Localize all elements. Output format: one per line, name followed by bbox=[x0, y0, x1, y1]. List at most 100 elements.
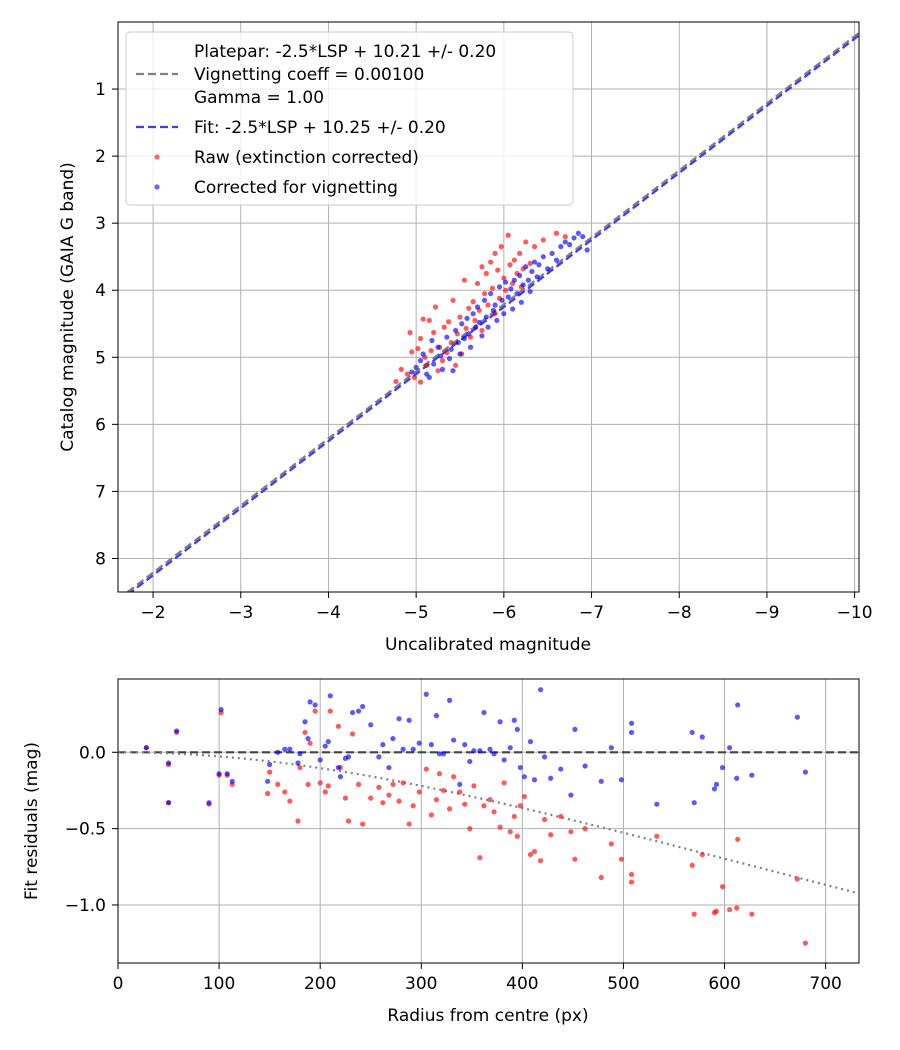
t-corrected-point bbox=[511, 277, 517, 283]
b-corrected-point bbox=[802, 769, 809, 775]
b-raw-point bbox=[312, 708, 318, 714]
t-raw-point bbox=[393, 378, 399, 385]
b-corrected-point bbox=[376, 754, 382, 760]
t-corrected-point bbox=[467, 344, 474, 350]
t-corrected-point bbox=[517, 272, 523, 279]
b-raw-point bbox=[497, 824, 503, 830]
t-corrected-point bbox=[575, 230, 581, 236]
b-corrected-point bbox=[174, 728, 180, 734]
t-x-tick-label: −6 bbox=[491, 603, 516, 623]
t-corrected-point bbox=[505, 294, 511, 300]
b-raw-point bbox=[416, 789, 422, 795]
t-corrected-point bbox=[496, 284, 503, 290]
b-raw-point bbox=[345, 818, 352, 824]
b-raw-point bbox=[282, 789, 288, 795]
t-raw-point bbox=[439, 358, 446, 364]
b-raw-point bbox=[689, 862, 695, 868]
b-raw-point bbox=[355, 781, 362, 787]
b-corrected-point bbox=[423, 691, 429, 697]
t-raw-point bbox=[489, 285, 496, 291]
b-corrected-point bbox=[451, 737, 457, 743]
top-y-ticks: 1 2 3 4 5 6 7 8 bbox=[95, 80, 118, 569]
top-x-axis-label: Uncalibrated magnitude bbox=[385, 635, 591, 655]
t-raw-point bbox=[501, 275, 507, 281]
t-raw-point bbox=[448, 339, 454, 346]
t-y-tick-label: 4 bbox=[95, 281, 106, 301]
b-corrected-point bbox=[386, 764, 392, 771]
b-corrected-point bbox=[396, 716, 402, 722]
b-raw-point bbox=[598, 874, 604, 881]
b-corrected-point bbox=[349, 709, 356, 716]
t-raw-point bbox=[562, 233, 568, 240]
b-raw-point bbox=[376, 784, 382, 791]
bottom-reference-lines bbox=[118, 751, 859, 894]
t-corrected-point bbox=[567, 242, 573, 248]
b-raw-point bbox=[568, 829, 574, 835]
b-corrected-point bbox=[514, 726, 520, 732]
t-corrected-point bbox=[446, 356, 453, 362]
b-raw-point bbox=[457, 789, 463, 795]
b-raw-point bbox=[471, 783, 477, 789]
t-raw-point bbox=[553, 230, 560, 236]
b-raw-point bbox=[548, 832, 554, 838]
b-raw-point bbox=[325, 783, 331, 789]
b-corrected-point bbox=[265, 778, 271, 784]
b-raw-point bbox=[511, 813, 517, 820]
t-x-tick-label: −10 bbox=[837, 603, 873, 623]
legend-gamma-label: Gamma = 1.00 bbox=[194, 88, 324, 108]
t-raw-point bbox=[498, 244, 504, 250]
b-corrected-point bbox=[368, 722, 374, 728]
b-raw-point bbox=[491, 809, 497, 815]
b-raw-point bbox=[691, 911, 697, 917]
b-raw-point bbox=[335, 723, 341, 729]
legend-box bbox=[125, 31, 574, 206]
b-raw-point bbox=[462, 801, 468, 807]
b-raw-point bbox=[307, 740, 313, 746]
b-corrected-point bbox=[218, 706, 224, 713]
t-corrected-point bbox=[459, 321, 465, 327]
t-corrected-point bbox=[508, 286, 514, 292]
t-raw-point bbox=[474, 280, 481, 287]
t-corrected-point bbox=[444, 334, 450, 340]
top-plot-frame bbox=[117, 21, 860, 593]
b-corrected-point bbox=[713, 781, 720, 787]
b-corrected-point bbox=[735, 702, 741, 708]
b-raw-point bbox=[327, 708, 333, 714]
t-corrected-point bbox=[520, 282, 526, 288]
t-y-tick-label: 1 bbox=[95, 80, 106, 100]
b-corrected-point bbox=[446, 697, 453, 703]
b-raw-point bbox=[368, 795, 374, 801]
b-raw-point bbox=[487, 797, 493, 803]
t-raw-point bbox=[483, 270, 489, 277]
top-y-axis-label: Catalog magnitude (GAIA G band) bbox=[58, 162, 78, 452]
b-corrected-point bbox=[654, 801, 660, 807]
b-raw-point bbox=[380, 800, 386, 806]
t-x-tick-label: −3 bbox=[228, 603, 253, 623]
b-corrected-point bbox=[691, 800, 697, 806]
t-corrected-point bbox=[450, 368, 456, 374]
b-corrected-point bbox=[325, 739, 331, 745]
b-y-tick-label: −1.0 bbox=[65, 896, 106, 916]
b-y-tick-label: −0.5 bbox=[65, 820, 106, 840]
t-y-tick-label: 2 bbox=[95, 147, 106, 167]
t-raw-point bbox=[453, 362, 459, 368]
t-raw-point bbox=[420, 316, 426, 322]
b-raw-point bbox=[507, 829, 513, 835]
b-raw-point bbox=[618, 856, 625, 862]
t-raw-point bbox=[431, 329, 437, 336]
t-corrected-point bbox=[413, 364, 419, 370]
b-raw-point bbox=[481, 803, 487, 809]
legend-corrected-label: Corrected for vignetting bbox=[194, 178, 398, 198]
b-raw-point bbox=[287, 798, 293, 804]
b-x-tick-label: 100 bbox=[203, 974, 235, 994]
t-raw-point bbox=[424, 362, 430, 368]
t-raw-series bbox=[393, 230, 568, 385]
legend-raw-marker bbox=[154, 154, 160, 160]
t-raw-point bbox=[415, 345, 421, 352]
b-raw-point bbox=[802, 940, 809, 946]
t-corrected-point bbox=[448, 346, 454, 352]
b-raw-point bbox=[734, 905, 740, 911]
b-corrected-point bbox=[267, 761, 273, 768]
t-raw-point bbox=[435, 368, 441, 374]
